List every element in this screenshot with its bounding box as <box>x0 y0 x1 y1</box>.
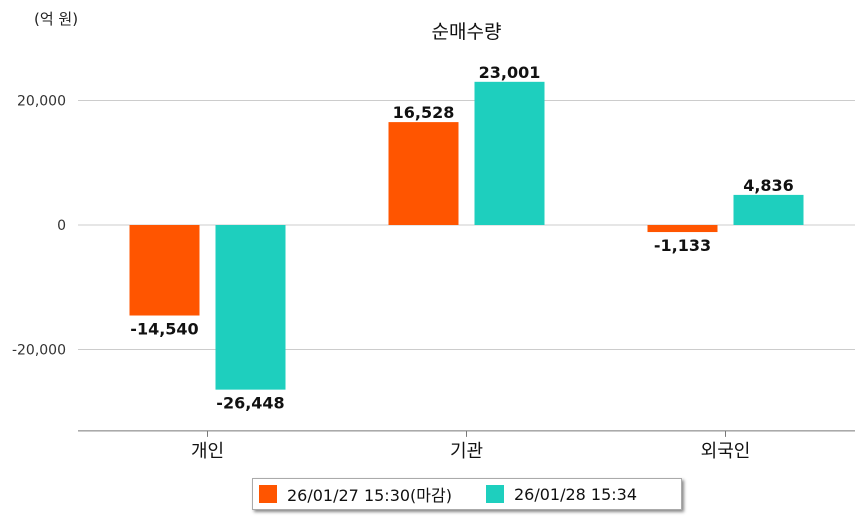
bar <box>129 225 200 316</box>
data-label: -1,133 <box>654 236 711 255</box>
data-label: 23,001 <box>479 63 541 82</box>
legend-label-series-2: 26/01/28 15:34 <box>513 484 638 504</box>
data-label: -26,448 <box>216 394 284 413</box>
legend-label-series-1: 26/01/27 15:30(마감) <box>287 486 452 505</box>
chart-title: 순매수량 <box>431 21 502 43</box>
y-tick-label: 20,000 <box>17 94 66 110</box>
bar <box>215 225 286 390</box>
x-tick-label: 외국인 <box>701 441 751 462</box>
x-tick-label: 개인 <box>191 441 224 462</box>
y-tick-label: 0 <box>57 218 66 234</box>
x-tick-label: 기관 <box>450 441 483 462</box>
bar <box>388 122 459 225</box>
bar <box>733 194 804 225</box>
data-label: 16,528 <box>393 103 455 122</box>
legend-item-series-2[interactable]: 26/01/28 15:34 <box>485 484 638 504</box>
legend-swatch-series-1 <box>259 485 277 503</box>
unit-label: (억 원) <box>34 10 79 28</box>
data-label: 4,836 <box>743 176 794 195</box>
y-tick-label: -20,000 <box>12 343 66 359</box>
chart-legend: 26/01/27 15:30(마감) 26/01/28 15:34 <box>252 478 682 510</box>
legend-swatch-series-2 <box>485 485 504 503</box>
legend-item-series-1[interactable]: 26/01/27 15:30(마감) <box>259 482 452 506</box>
bar <box>647 225 718 233</box>
data-label: -14,540 <box>130 320 198 339</box>
bar <box>474 81 545 225</box>
